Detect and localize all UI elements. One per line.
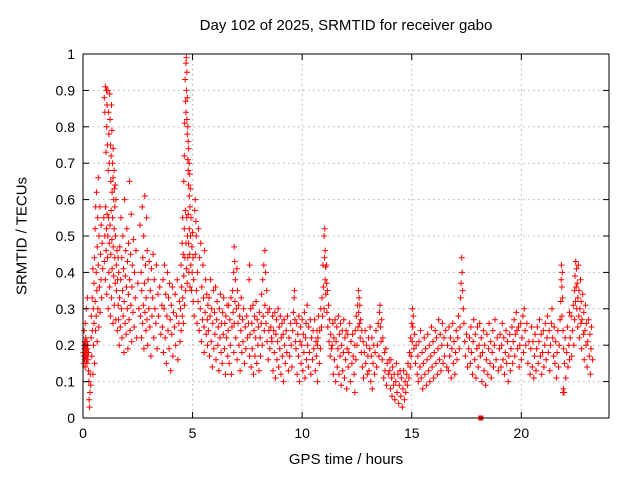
x-tick-label: 0 <box>79 425 87 441</box>
data-points-SRMTID <box>80 54 596 411</box>
y-tick-label: 0.2 <box>56 337 76 353</box>
chart-title: Day 102 of 2025, SRMTID for receiver gab… <box>199 17 493 34</box>
y-tick-label: 0.3 <box>56 301 76 317</box>
x-tick-label: 10 <box>294 425 310 441</box>
y-tick-label: 0.5 <box>56 228 76 244</box>
y-tick-label: 0.8 <box>56 119 76 135</box>
y-tick-label: 0.1 <box>56 374 76 390</box>
y-tick-label: 0.4 <box>56 264 76 280</box>
y-tick-label: 0.7 <box>56 155 76 171</box>
y-tick-label: 0 <box>67 410 75 426</box>
x-axis-label: GPS time / hours <box>288 451 404 468</box>
y-tick-label: 0.6 <box>56 192 76 208</box>
y-tick-label: 0.9 <box>56 82 76 98</box>
x-tick-label: 15 <box>404 425 420 441</box>
x-tick-label: 5 <box>189 425 197 441</box>
y-tick-label: 1 <box>67 46 75 62</box>
x-tick-label: 20 <box>514 425 530 441</box>
